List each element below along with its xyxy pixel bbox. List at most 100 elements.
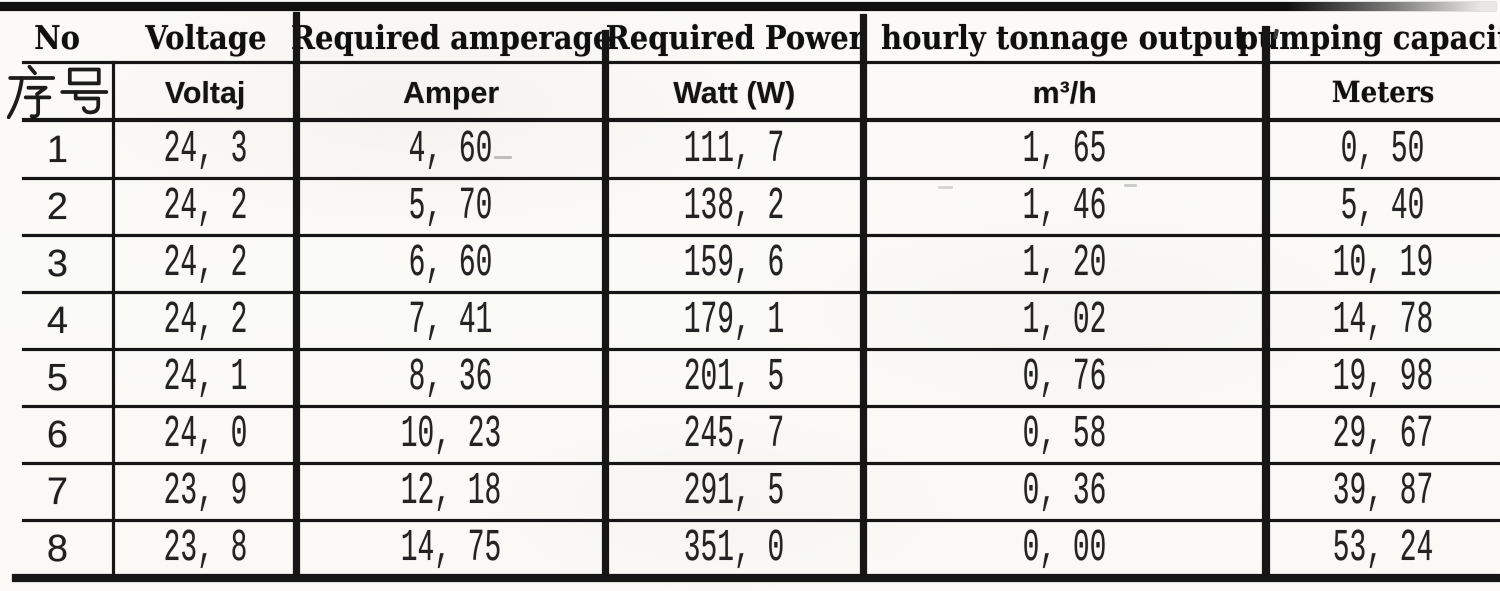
subheader-voltaj: Voltaj [115,63,296,121]
cell-value: 0, 50 [1341,124,1425,175]
row-separator [22,234,1500,237]
cell-value: 0, 76 [1022,352,1107,403]
table-top-border [0,2,1496,11]
value-cell: 53, 24 [1266,520,1500,577]
cell-value: 111, 7 [684,124,785,175]
value-cell: 24, 1 [115,349,296,406]
row-number-value: 6 [46,413,69,456]
column-separator [293,12,300,574]
value-cell: 12, 18 [296,463,606,520]
value-cell: 24, 2 [115,178,296,235]
subheader-amper: Amper [296,63,606,121]
cell-value: 24, 2 [163,295,248,346]
value-cell: 23, 8 [115,520,296,577]
cell-value: 29, 67 [1332,409,1434,460]
value-cell: 23, 9 [115,463,296,520]
cell-value: 4, 60 [409,124,493,175]
header-required-amperage-label: Required amperage [290,17,612,57]
row-number-value: 5 [46,356,69,399]
row-number: 4 [0,292,115,349]
value-cell: 4, 60 [296,121,606,178]
header-voltage: Voltage [115,11,296,63]
subheader-m3h-label: m³/h [1032,74,1097,110]
value-cell: 29, 67 [1266,406,1500,463]
cell-value: 14, 75 [400,523,502,574]
subheader-meters-label: Meters [1331,74,1435,109]
cell-value: 0, 58 [1022,409,1107,460]
row-separator [22,462,1500,465]
column-separator [602,30,609,574]
row-number-value: 4 [46,299,69,342]
value-cell: 24, 3 [115,121,296,178]
header-no: No [0,11,115,63]
cell-value: 24, 2 [163,238,248,289]
cell-value: 23, 8 [163,523,248,574]
subheader-watt-label: Watt (W) [673,74,796,110]
row-number-value: 3 [46,242,69,285]
header-required-power-label: Required Power [605,17,864,57]
column-separator [112,61,115,574]
header-no-label: No [34,17,81,57]
column-separator [860,14,867,574]
column-separator [1262,26,1270,574]
value-cell: 39, 87 [1266,463,1500,520]
value-cell: 179, 1 [606,292,863,349]
row-separator [22,348,1500,351]
row-separator [22,61,1500,64]
cell-value: 1, 65 [1022,124,1107,175]
row-number: 8 [0,520,115,577]
cell-value: 24, 2 [163,181,248,232]
cell-value: 7, 41 [409,295,493,346]
header-pumping-capacity-label: pumping capacity [1238,17,1500,57]
pump-spec-table: No Voltage Required amperage Required Po… [0,11,1500,577]
table-bottom-border [12,574,1500,582]
cell-value: 159, 6 [684,238,785,289]
subheader-m3h: m³/h [863,63,1266,121]
value-cell: 159, 6 [606,235,863,292]
cell-value: 8, 36 [409,352,493,403]
subheader-meters: Meters [1266,63,1500,121]
value-cell: 6, 60 [296,235,606,292]
value-cell: 0, 76 [863,349,1266,406]
row-number-value: 8 [46,527,69,570]
header-required-amperage: Required amperage [291,11,611,63]
cell-value: 1, 02 [1022,295,1107,346]
value-cell: 5, 70 [296,178,606,235]
value-cell: 1, 02 [863,292,1266,349]
row-number: 7 [0,463,115,520]
value-cell: 0, 36 [863,463,1266,520]
scan-speck [938,186,953,189]
cell-value: 179, 1 [684,295,785,346]
cell-value: 12, 18 [400,466,502,517]
cell-value: 5, 40 [1341,181,1425,232]
value-cell: 1, 65 [863,121,1266,178]
cell-value: 19, 98 [1332,352,1434,403]
cell-value: 0, 00 [1022,523,1107,574]
subheader-watt: Watt (W) [606,63,863,121]
cell-value: 245, 7 [684,409,785,460]
cell-value: 53, 24 [1332,523,1434,574]
subheader-amper-label: Amper [402,74,500,110]
cell-value: 1, 46 [1022,181,1107,232]
row-number-value: 1 [46,128,69,171]
cell-value: 10, 19 [1332,238,1434,289]
value-cell: 8, 36 [296,349,606,406]
subheader-voltaj-label: Voltaj [165,74,246,110]
value-cell: 7, 41 [296,292,606,349]
row-number-value: 2 [46,185,69,228]
row-number: 2 [0,178,115,235]
header-hourly-tonnage-output: hourly tonnage output [863,11,1266,63]
value-cell: 5, 40 [1266,178,1500,235]
value-cell: 10, 19 [1266,235,1500,292]
value-cell: 10, 23 [296,406,606,463]
row-separator [22,405,1500,408]
row-separator [22,177,1500,180]
xuhao-cjk-glyphs [6,65,108,119]
row-number: 6 [0,406,115,463]
value-cell: 1, 46 [863,178,1266,235]
row-separator [22,291,1500,294]
cell-value: 23, 9 [163,466,248,517]
cell-value: 201, 5 [684,352,785,403]
subheader-xuhao [0,63,115,121]
